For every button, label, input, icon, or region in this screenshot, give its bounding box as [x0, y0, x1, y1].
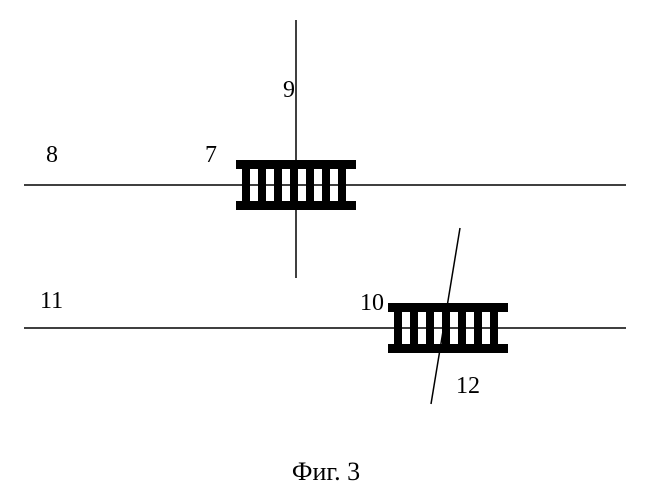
grate-7-tie	[306, 169, 314, 201]
grate-7-tie	[290, 169, 298, 201]
grate-10-tie	[458, 312, 466, 344]
label-7: 7	[205, 142, 217, 168]
grate-7-tie	[258, 169, 266, 201]
figure-caption: Фиг. 3	[292, 457, 360, 486]
label-9: 9	[283, 77, 295, 103]
grate-10-tie	[394, 312, 402, 344]
grate-7-tie	[242, 169, 250, 201]
grate-10-tie	[442, 312, 450, 344]
grate-7-tie	[274, 169, 282, 201]
grate-10-top-rail	[388, 303, 508, 312]
grate-7-top-rail	[236, 160, 356, 169]
label-10: 10	[360, 290, 384, 316]
grate-7-tie	[338, 169, 346, 201]
grate-10-bottom-rail	[388, 344, 508, 353]
grate-7-bottom-rail	[236, 201, 356, 210]
grate-10-tie	[410, 312, 418, 344]
grate-10-tie	[474, 312, 482, 344]
grate-10-tie	[426, 312, 434, 344]
label-8: 8	[46, 142, 58, 168]
grate-10-tie	[490, 312, 498, 344]
background	[0, 0, 652, 500]
label-11: 11	[40, 288, 63, 314]
grate-7-tie	[322, 169, 330, 201]
label-12: 12	[456, 373, 480, 399]
